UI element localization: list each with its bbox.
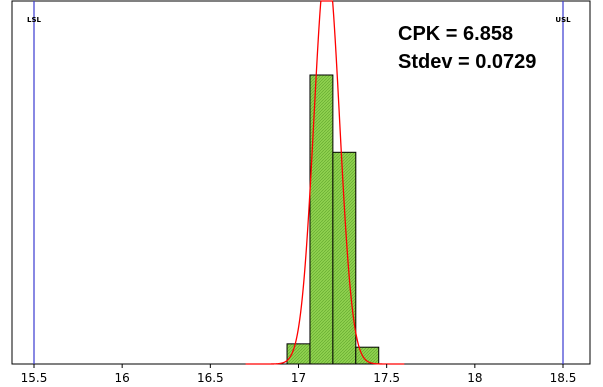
spec-limits: LSL USL <box>27 1 571 364</box>
cpk-annotation: CPK = 6.858 <box>398 23 513 45</box>
x-tick-label: 18.5 <box>550 371 577 385</box>
stdev-annotation: Stdev = 0.0729 <box>398 51 536 73</box>
spec-limit-label: USL <box>555 16 571 24</box>
x-tick-label: 15.5 <box>21 371 48 385</box>
spec-limit-label: LSL <box>27 16 42 24</box>
normal-curve <box>245 0 405 365</box>
histogram-bar <box>286 343 311 365</box>
plot-frame <box>11 0 591 365</box>
x-tick-label: 16.5 <box>197 371 224 385</box>
x-tick-label: 16 <box>115 371 130 385</box>
x-axis: 15.5 16 16.5 17 17.5 18 18.5 <box>21 364 577 385</box>
x-tick-label: 18 <box>467 371 482 385</box>
x-tick-label: 17.5 <box>373 371 400 385</box>
histogram-bars <box>286 74 380 365</box>
histogram-bar <box>332 151 357 365</box>
histogram-bar <box>355 346 380 365</box>
x-tick-label: 17 <box>291 371 306 385</box>
